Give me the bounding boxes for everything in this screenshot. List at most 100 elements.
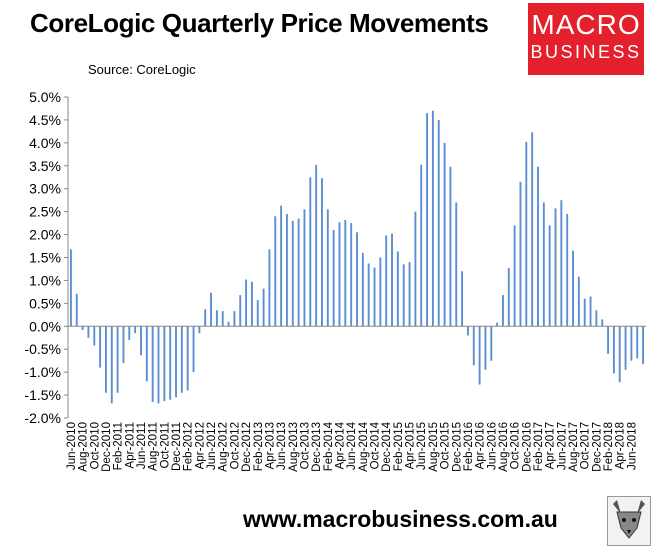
x-tick-label: Jun-2013 [276,422,288,470]
x-tick-label: Feb-2011 [113,422,125,470]
bar [256,300,259,327]
website-url: www.macrobusiness.com.au [243,506,558,532]
y-tick-label: -2.0% [24,410,61,426]
bar [478,326,481,385]
x-tick-label: Feb-2018 [603,422,615,471]
bar [198,326,201,334]
bar [525,141,528,327]
x-tick-label: Dec-2010 [101,422,113,472]
bar [373,267,376,327]
bar [151,326,154,402]
bar [110,326,113,404]
bar [344,219,347,327]
bar [367,263,370,327]
x-tick-label: Aug-2014 [358,421,370,471]
bar [531,132,534,327]
x-tick-label: Jun-2010 [66,422,78,470]
bar [186,326,189,391]
bar [385,235,388,327]
bar [268,249,271,327]
bar [461,271,464,327]
bar [396,251,399,327]
bar [636,326,639,359]
bar [402,264,405,327]
y-tick-label: 1.0% [29,272,61,288]
x-tick-label: Jun-2012 [206,422,218,470]
bar [157,326,160,404]
bar [583,298,586,327]
bar [116,326,119,393]
bar [81,326,84,330]
x-tick-label: Aug-2010 [78,422,90,472]
bar [163,326,166,402]
y-tick-label: -1.0% [24,364,61,380]
x-tick-label: Apr-2012 [194,422,206,469]
bar [490,326,493,361]
x-tick-label: Oct-2013 [299,422,311,469]
x-tick-label: Feb-2016 [463,422,475,471]
bar [554,208,557,327]
bar [560,200,563,327]
bar [595,310,598,327]
y-tick-label: 1.5% [29,250,61,266]
bar [180,326,183,393]
bar [192,326,195,373]
x-tick-label: Oct-2017 [580,422,592,469]
bar [210,292,212,327]
bar [134,326,137,334]
bar [145,326,148,382]
x-tick-label: Apr-2016 [475,422,487,469]
bar [221,311,224,327]
bar [361,252,364,327]
y-tick-label: 5.0% [29,89,61,105]
bar [502,295,504,327]
chart-title: CoreLogic Quarterly Price Movements [30,8,489,38]
x-tick-label: Apr-2015 [405,422,417,469]
bar [69,249,72,327]
x-tick-label: Dec-2016 [521,422,533,472]
x-tick-label: Oct-2014 [370,421,382,469]
x-tick-label: Aug-2013 [288,422,300,472]
x-tick-label: Jun-2014 [346,421,358,470]
x-tick-label: Aug-2016 [498,422,510,472]
x-tick-label: Aug-2012 [218,422,230,472]
bar [426,113,429,327]
macro-business-logo: MACRO BUSINESS [528,3,644,75]
x-tick-label: Oct-2015 [440,422,452,469]
bar [601,319,604,327]
bar [309,177,312,327]
bar [326,209,329,327]
bar [391,233,393,327]
y-tick-label: 4.0% [29,135,61,151]
x-tick-label: Dec-2012 [241,422,253,472]
bar [420,164,423,327]
x-tick-label: Jun-2011 [136,422,148,469]
bar [408,262,411,327]
logo-line-2: BUSINESS [530,42,642,62]
bar [128,326,131,341]
x-tick-label: Jun-2018 [626,422,638,470]
bar [484,326,487,370]
bar [105,326,107,393]
bar [624,326,627,370]
bar [612,326,615,374]
bar [122,326,125,363]
bar [607,326,609,354]
bar [338,222,341,327]
bar [379,257,382,327]
bar [303,209,306,327]
y-tick-label: 0.0% [29,318,61,334]
bar [239,295,242,327]
x-tick-label: Jun-2017 [556,422,568,470]
bar [618,326,621,383]
x-tick-label: Apr-2018 [615,422,627,469]
fox-mascot-icon [607,496,651,546]
bar [572,250,574,327]
bar [93,326,96,346]
bar [321,178,323,327]
bar [472,326,475,366]
bar [274,216,277,327]
y-tick-label: -0.5% [24,341,61,357]
bar [630,326,633,361]
bar [204,309,207,327]
